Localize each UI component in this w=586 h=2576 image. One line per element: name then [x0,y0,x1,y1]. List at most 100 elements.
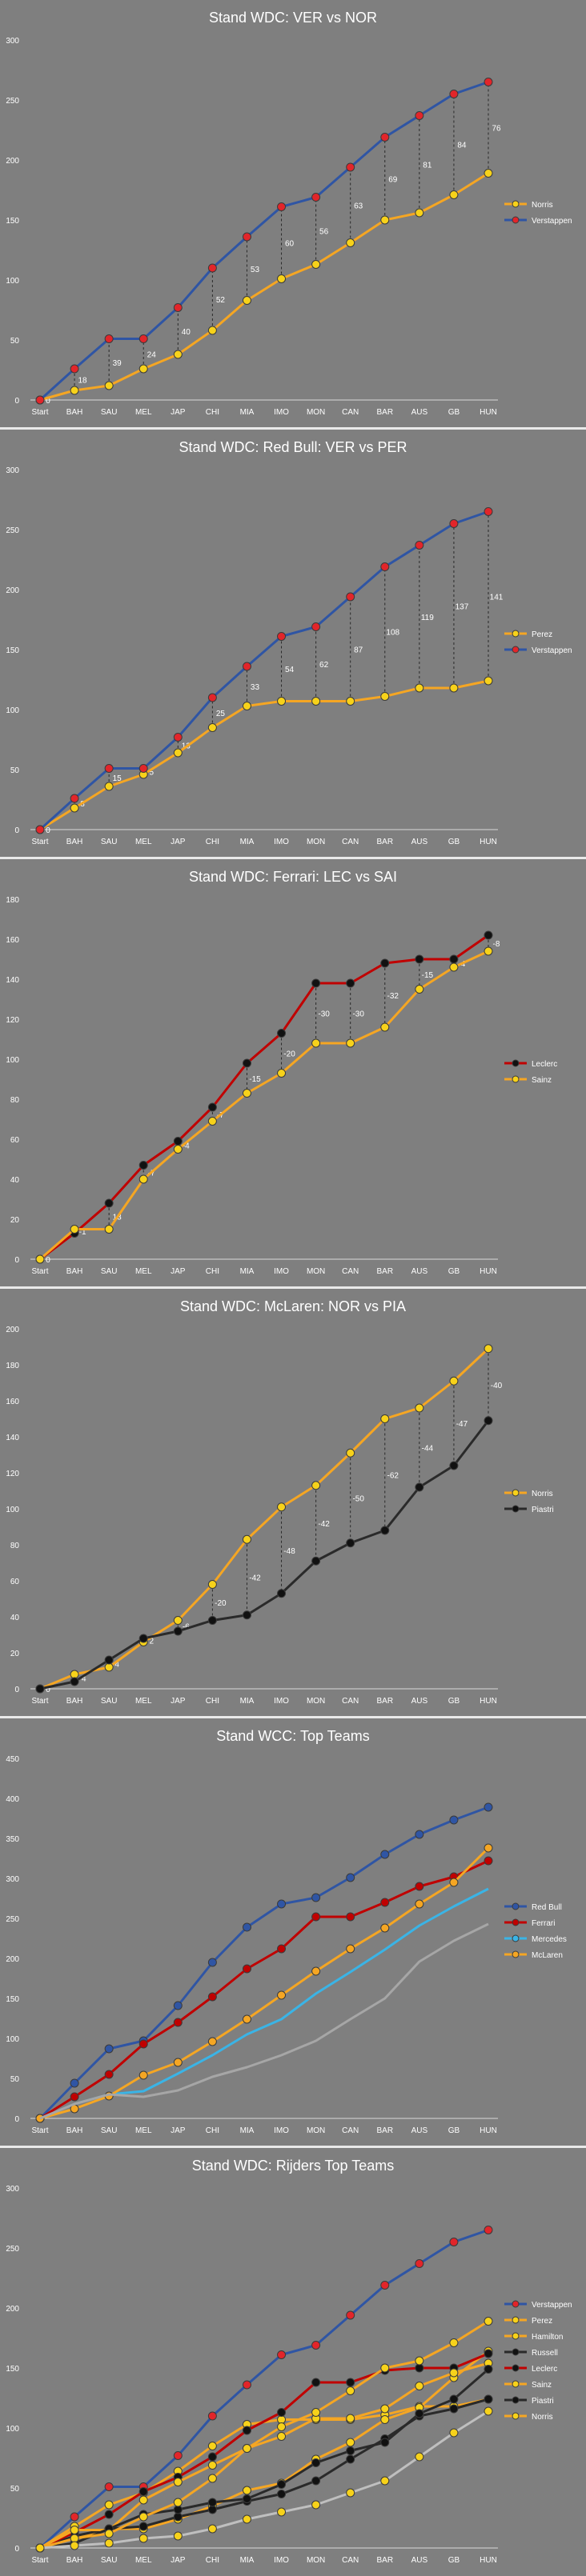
data-point [449,190,459,199]
x-tick-label: BAR [376,408,393,417]
y-tick-label: 250 [6,526,19,535]
data-point [380,1923,390,1933]
gap-label: 56 [319,228,329,237]
data-point [35,1684,45,1694]
data-point [173,2018,183,2027]
data-point [415,2259,424,2268]
legend-label: Ferrari [532,1919,555,1928]
y-tick-label: 300 [6,466,19,475]
x-tick-label: MIA [240,2556,255,2565]
x-tick-label: GB [448,2126,460,2135]
data-point [449,90,459,98]
data-point [138,2487,148,2496]
chart-title: Stand WDC: Red Bull: VER vs PER [179,439,407,455]
x-tick-label: SAU [101,2126,118,2135]
y-tick-label: 0 [14,2115,19,2124]
data-point [70,2541,79,2550]
data-point [207,1616,217,1625]
data-point [484,676,493,686]
data-point [346,592,355,602]
data-point [277,697,287,706]
data-point [104,2538,114,2548]
chart-svg: Stand WDC: McLaren: NOR vs PIA0204060801… [6,1298,553,1706]
data-point [415,208,424,218]
data-point [311,1556,321,1566]
data-point [311,2500,321,2510]
data-point [138,2495,148,2505]
legend-marker [512,2380,520,2388]
gap-label: -20 [215,1599,227,1608]
data-point [277,2432,287,2441]
y-tick-label: 0 [14,1256,19,1265]
x-tick-label: MON [307,408,325,417]
data-point [207,326,217,335]
data-point [70,2512,79,2522]
data-point [311,2458,321,2467]
data-point [104,381,114,390]
chart-title: Stand WCC: Top Teams [216,1728,369,1744]
gap-label: 53 [251,266,260,274]
data-point [35,825,45,834]
data-point [104,2044,114,2054]
x-tick-label: Start [31,408,48,417]
series-line [39,1419,490,1690]
data-point [311,978,321,988]
data-point [484,930,493,940]
gap-label: 69 [388,175,398,184]
legend-label: Verstappen [532,217,572,226]
y-tick-label: 200 [6,2305,19,2314]
data-point [173,2478,183,2486]
x-tick-label: HUN [480,1267,497,1276]
chart-title: Stand WDC: Rijders Top Teams [192,2158,394,2174]
x-tick-label: MON [307,1697,325,1706]
x-tick-label: IMO [274,408,289,417]
data-point [380,562,390,571]
data-point [242,1058,251,1068]
data-point [70,1677,79,1686]
data-point [277,1899,287,1909]
data-point [173,350,183,359]
data-point [104,2500,114,2510]
gap-label: -40 [491,1382,503,1390]
x-tick-label: BAR [376,1267,393,1276]
gap-label: -6 [183,1622,190,1631]
data-point [35,395,45,405]
x-tick-label: AUS [411,1697,428,1706]
x-tick-label: MIA [240,408,255,417]
series-line [39,172,489,402]
gap-label: -47 [456,1420,468,1429]
data-point [277,632,287,641]
data-point [138,2534,148,2543]
chart-svg: Stand WDC: Rijders Top Teams 0 50 100 150 200… [6,2158,572,2565]
data-point [70,1225,79,1234]
legend-label: Red Bull [532,1903,562,1912]
data-point [449,2238,459,2246]
x-tick-label: GB [448,2556,460,2565]
gap-label: 0 [46,1256,50,1265]
x-tick-label: AUS [411,408,428,417]
data-point [346,162,355,172]
x-tick-label: MEL [135,1697,152,1706]
x-tick-label: BAR [376,1697,393,1706]
x-tick-label: CHI [206,408,219,417]
y-tick-label: 250 [6,97,19,106]
gap-label: 18 [78,377,88,386]
series-line [39,679,489,831]
y-tick-label: 160 [6,936,19,945]
data-point [311,193,321,202]
data-point [173,748,183,758]
y-tick-label: 100 [6,706,19,715]
y-tick-label: 60 [10,1578,20,1586]
y-tick-label: 50 [10,2075,20,2084]
y-tick-label: 80 [10,1542,20,1550]
x-tick-label: HUN [480,1697,497,1706]
legend-label: Verstappen [532,2301,572,2310]
gap-label: -4 [183,1142,190,1151]
data-point [277,1069,287,1078]
y-tick-label: 50 [10,2485,20,2494]
data-point [242,2426,251,2435]
data-point [277,1944,287,1954]
data-point [104,334,114,343]
data-point [415,111,424,120]
x-tick-label: Start [31,1697,48,1706]
